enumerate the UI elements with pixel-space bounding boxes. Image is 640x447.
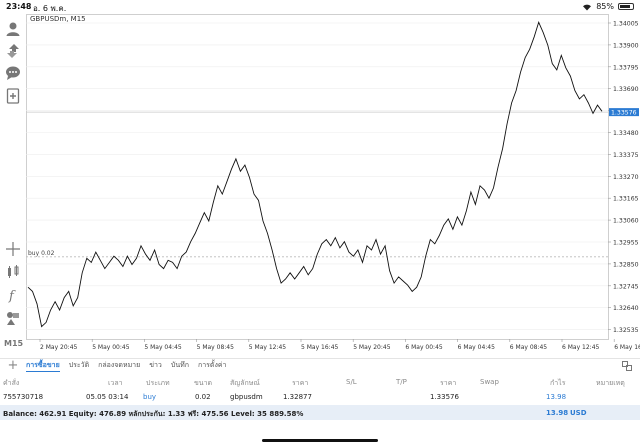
tab-mailbox[interactable]: กล่องจดหมาย [98,361,141,369]
svg-text:f: f [8,289,16,303]
chart-canvas[interactable]: 1.340051.339001.337951.336901.335851.334… [26,14,640,354]
col-price: ราคา [440,379,457,387]
new-order-icon[interactable] [4,87,22,105]
time-tick-label: 6 May 04:45 [458,344,496,351]
tab-trade[interactable]: การซื้อขาย [26,360,60,372]
function-icon[interactable]: f [4,286,22,304]
price-tick-label: 1.33270 [613,174,639,181]
account-icon[interactable] [4,20,22,38]
indicators-icon[interactable] [4,263,22,281]
col-size: ขนาด [194,379,213,387]
col-swap: Swap [480,378,499,386]
trade-level-label: buy 0.02 [28,250,55,257]
price-tick-label: 1.32955 [613,240,639,247]
col-comment: หมายเหตุ [596,379,625,387]
price-tick-label: 1.33480 [613,130,639,137]
price-tick-label: 1.33900 [613,42,639,49]
price-tick-label: 1.33795 [613,64,639,71]
status-date: อ. 6 พ.ค. [33,4,67,13]
col-time: เวลา [108,379,123,387]
col-order: คำสั่ง [3,379,20,387]
time-tick-label: 5 May 04:45 [144,344,182,351]
price-tick-label: 1.32535 [613,327,639,334]
price-chart[interactable]: 1.340051.339001.337951.336901.335851.334… [26,14,640,354]
time-tick-label: 6 May 16:45 [614,344,640,351]
order-size: 0.02 [195,393,211,401]
time-tick-label: 6 May 08:45 [510,344,548,351]
price-tick-label: 1.32850 [613,261,639,268]
price-tick-label: 1.33375 [613,152,639,159]
table-row[interactable]: 755730718 05.05 03:14 buy 0.02 gbpusdm 1… [0,389,640,407]
tab-settings[interactable]: การตั้งค่า [197,361,227,369]
status-bar: 23:48 อ. 6 พ.ค. 85% [0,0,640,14]
add-icon[interactable]: + [7,357,19,373]
price-tick-label: 1.32745 [613,283,639,290]
positions-table: คำสั่ง เวลา ประเภท ขนาด สัญลักษณ์ ราคา S… [0,374,640,407]
order-type: buy [143,393,157,401]
current-price-label: 1.33576 [611,109,637,116]
table-header: คำสั่ง เวลา ประเภท ขนาด สัญลักษณ์ ราคา S… [0,374,640,389]
currency-label: USD [570,409,587,417]
battery-icon [618,3,634,10]
order-symbol: gbpusdm [230,393,263,401]
col-symbol: สัญลักษณ์ [230,379,260,387]
time-tick-label: 6 May 12:45 [562,344,600,351]
battery-percent: 85% [596,2,614,11]
tab-news[interactable]: ข่าว [149,361,162,369]
bottom-tab-strip: + การซื้อขาย ประวัติ กล่องจดหมาย ข่าว บั… [0,358,640,372]
col-tp: T/P [396,378,407,386]
time-tick-label: 5 May 20:45 [353,344,391,351]
time-tick-label: 5 May 00:45 [92,344,130,351]
order-open-price: 1.32877 [283,393,312,401]
price-tick-label: 1.33165 [613,196,639,203]
objects-icon[interactable] [4,309,22,327]
price-series-line [27,21,603,328]
time-tick-label: 5 May 16:45 [301,344,339,351]
price-tick-label: 1.34005 [613,21,639,28]
layout-toggle-icon[interactable] [622,361,632,371]
col-profit: กำไร [550,379,566,387]
tab-history[interactable]: ประวัติ [68,361,90,369]
symbol-title: GBPUSDm, M15 [30,15,86,23]
balance-bar: Balance: 462.91 Equity: 476.89 หลักประกั… [0,405,640,420]
price-tick-label: 1.32640 [613,305,639,312]
status-time: 23:48 [6,2,32,11]
wifi-icon [583,4,592,10]
col-sl: S/L [346,378,357,386]
chart-frame [26,14,609,340]
time-tick-label: 5 May 12:45 [249,344,287,351]
time-tick-label: 5 May 08:45 [197,344,235,351]
col-open-price: ราคา [292,379,309,387]
order-time: 05.05 03:14 [86,393,129,401]
order-profit: 13.98 [546,393,567,401]
order-id: 755730718 [3,393,44,401]
order-current-price: 1.33576 [430,393,459,401]
price-tick-label: 1.33690 [613,86,639,93]
trade-arrows-icon[interactable] [4,42,22,60]
tab-journal[interactable]: บันทึก [170,361,189,369]
left-toolbar: f M15 [0,14,26,350]
time-tick-label: 2 May 20:45 [40,344,78,351]
chat-icon[interactable] [4,64,22,82]
timeframe-m15-button[interactable]: M15 [4,339,24,348]
time-tick-label: 6 May 00:45 [405,344,443,351]
home-indicator[interactable] [262,439,378,442]
balance-summary: Balance: 462.91 Equity: 476.89 หลักประกั… [3,410,304,418]
current-price-tag [609,108,639,117]
total-profit: 13.98 [546,409,569,417]
price-tick-label: 1.33060 [613,218,639,225]
col-type: ประเภท [146,379,170,387]
crosshair-icon[interactable] [4,240,22,258]
